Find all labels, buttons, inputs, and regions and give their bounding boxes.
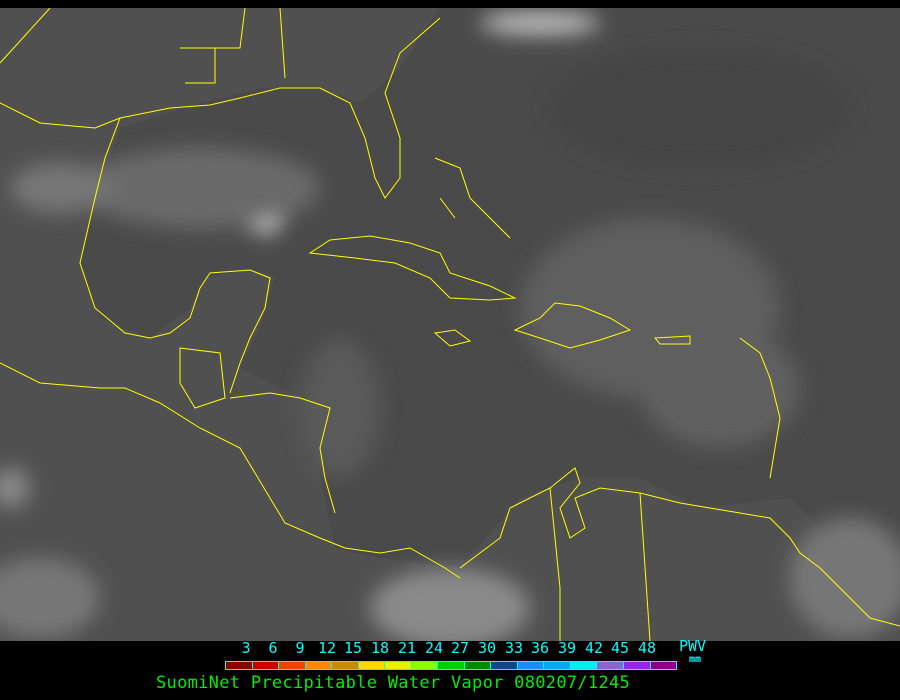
legend-tick: 3 — [241, 639, 251, 657]
legend-color-swatch — [252, 662, 280, 669]
legend-color-bar — [225, 661, 677, 670]
legend-color-swatch — [650, 662, 677, 669]
legend-color-swatch — [544, 662, 571, 669]
legend-tick: 12 — [317, 639, 337, 657]
legend-color-swatch — [385, 662, 412, 669]
legend-color-swatch — [332, 662, 359, 669]
coastlines-and-borders — [0, 8, 900, 641]
legend-unit: mm — [689, 654, 702, 665]
legend-color-swatch — [517, 662, 545, 669]
legend-color-swatch — [464, 662, 492, 669]
cloud-areas — [0, 11, 900, 641]
legend-tick: 36 — [530, 639, 550, 657]
legend-color-swatch — [597, 662, 624, 669]
legend-color-swatch — [279, 662, 306, 669]
legend-tick: 15 — [343, 639, 363, 657]
legend-color-swatch — [491, 662, 518, 669]
map-overlay — [0, 8, 900, 641]
legend-tick: 30 — [477, 639, 497, 657]
legend-color-swatch — [226, 662, 253, 669]
legend-tick: 39 — [557, 639, 577, 657]
legend-tick: 9 — [295, 639, 305, 657]
legend-tick: 27 — [450, 639, 470, 657]
legend-tick: 21 — [397, 639, 417, 657]
land-areas — [0, 8, 900, 641]
legend-tick: 48 — [637, 639, 657, 657]
legend-variable: PWV — [679, 637, 707, 655]
legend-tick: 6 — [268, 639, 278, 657]
legend-tick: 45 — [610, 639, 630, 657]
legend-color-swatch — [438, 662, 465, 669]
legend-tick: 33 — [504, 639, 524, 657]
legend-color-swatch — [570, 662, 598, 669]
legend-tick: 42 — [584, 639, 604, 657]
legend-color-swatch — [358, 662, 386, 669]
image-title: SuomiNet Precipitable Water Vapor 080207… — [156, 673, 631, 693]
satellite-map[interactable] — [0, 8, 900, 641]
legend-color-swatch — [305, 662, 333, 669]
legend-color-swatch — [411, 662, 439, 669]
legend-ticks: 3 6 9 12 15 18 21 24 27 30 33 36 39 42 4… — [222, 639, 662, 657]
legend-tick: 18 — [370, 639, 390, 657]
legend-color-swatch — [623, 662, 651, 669]
legend-tick: 24 — [424, 639, 444, 657]
